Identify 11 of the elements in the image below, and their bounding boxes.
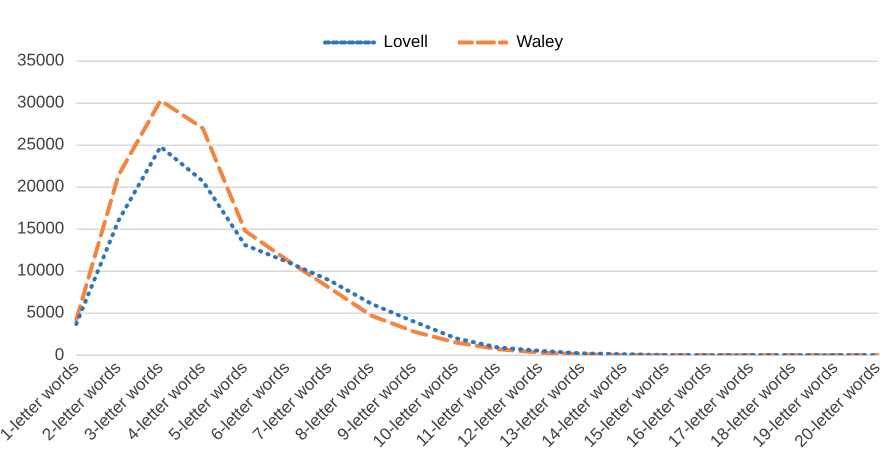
legend-label: Lovell (383, 32, 428, 52)
y-tick-label: 35000 (16, 50, 64, 70)
y-tick-label: 25000 (16, 134, 64, 154)
y-tick-label: 20000 (16, 176, 64, 196)
legend-label: Waley (516, 32, 564, 52)
y-tick-label: 30000 (16, 92, 64, 112)
y-tick-label: 0 (54, 344, 64, 364)
y-tick-label: 5000 (26, 302, 64, 322)
line-series (74, 98, 880, 356)
y-tick-label: 15000 (16, 218, 64, 238)
y-tick-label: 10000 (16, 260, 64, 280)
